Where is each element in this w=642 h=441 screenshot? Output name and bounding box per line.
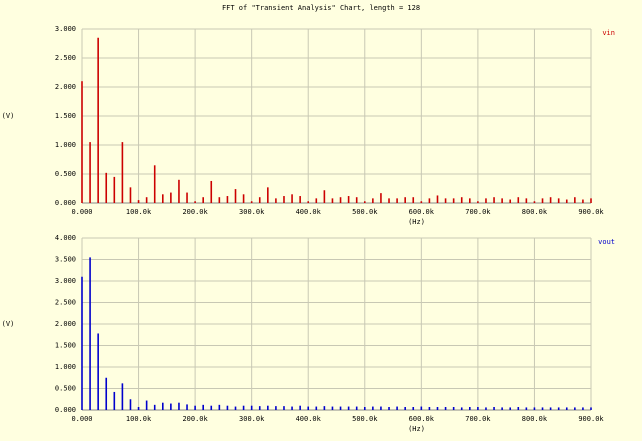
y-tick-label: 2.000	[55, 320, 76, 328]
y-tick-label: 0.000	[55, 406, 76, 414]
y-axis-label: (V)	[2, 320, 15, 328]
y-tick-label: 2.000	[55, 83, 76, 91]
x-tick-label: 400.0k	[296, 415, 322, 423]
x-tick-label: 300.0k	[239, 208, 265, 216]
y-tick-label: 0.000	[55, 199, 76, 207]
y-tick-label: 1.500	[55, 112, 76, 120]
x-tick-label: 600.0k	[409, 208, 435, 216]
y-tick-label: 1.000	[55, 363, 76, 371]
x-axis-label: (Hz)	[408, 425, 425, 433]
x-axis-label: (Hz)	[408, 218, 425, 226]
x-tick-label: 900.0k	[578, 415, 604, 423]
y-tick-label: 3.500	[55, 256, 76, 264]
y-tick-label: 2.500	[55, 299, 76, 307]
y-tick-label: 2.500	[55, 54, 76, 62]
legend-label: vout	[598, 238, 615, 246]
x-tick-label: 200.0k	[182, 208, 208, 216]
x-tick-label: 100.0k	[126, 415, 152, 423]
y-tick-label: 3.000	[55, 277, 76, 285]
legend-label: vin	[602, 29, 615, 37]
x-tick-label: 500.0k	[352, 415, 378, 423]
x-tick-label: 200.0k	[182, 415, 208, 423]
x-tick-label: 700.0k	[465, 208, 491, 216]
x-tick-label: 400.0k	[296, 208, 322, 216]
x-tick-label: 0.000	[71, 208, 92, 216]
x-tick-label: 300.0k	[239, 415, 265, 423]
chart-title: FFT of "Transient Analysis" Chart, lengt…	[222, 4, 420, 12]
y-tick-label: 0.500	[55, 385, 76, 393]
y-tick-label: 0.500	[55, 170, 76, 178]
x-tick-label: 800.0k	[522, 208, 548, 216]
x-tick-label: 900.0k	[578, 208, 604, 216]
x-tick-label: 600.0k	[409, 415, 435, 423]
y-tick-label: 3.000	[55, 25, 76, 33]
x-tick-label: 700.0k	[465, 415, 491, 423]
x-tick-label: 500.0k	[352, 208, 378, 216]
y-axis-label: (V)	[2, 112, 15, 120]
y-tick-label: 1.000	[55, 141, 76, 149]
y-tick-label: 4.000	[55, 234, 76, 242]
x-tick-label: 800.0k	[522, 415, 548, 423]
x-tick-label: 0.000	[71, 415, 92, 423]
x-tick-label: 100.0k	[126, 208, 152, 216]
y-tick-label: 1.500	[55, 342, 76, 350]
